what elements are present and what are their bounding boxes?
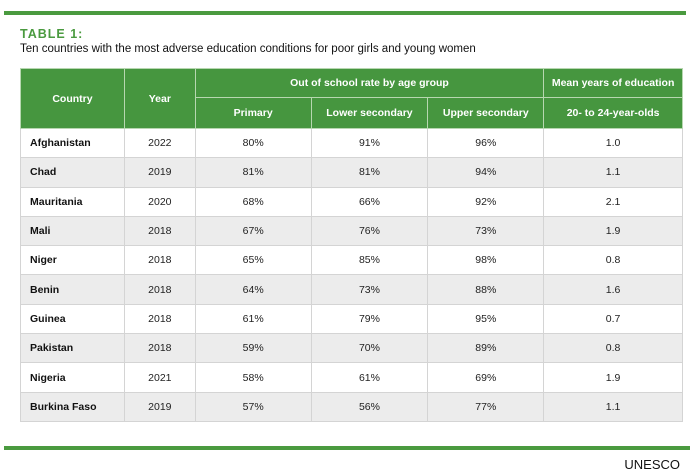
- header-mean-years: Mean years of education: [543, 68, 683, 98]
- cell-country: Mauritania: [20, 186, 125, 217]
- cell-year: 2020: [123, 186, 196, 217]
- cell-country: Chad: [20, 157, 125, 188]
- cell-primary: 81%: [194, 157, 312, 188]
- cell-year: 2018: [123, 274, 196, 305]
- cell-year: 2018: [123, 245, 196, 276]
- cell-lower-secondary: 70%: [310, 333, 429, 364]
- cell-upper-secondary: 77%: [427, 391, 545, 422]
- table-row: Afghanistan 2022 80% 91% 96% 1.0: [20, 127, 683, 159]
- cell-primary: 68%: [194, 186, 312, 217]
- cell-primary: 65%: [194, 245, 312, 276]
- cell-primary: 67%: [194, 215, 312, 247]
- cell-lower-secondary: 73%: [310, 274, 429, 305]
- top-divider: [4, 11, 686, 15]
- cell-lower-secondary: 79%: [310, 303, 429, 335]
- table-row: Guinea 2018 61% 79% 95% 0.7: [20, 303, 683, 335]
- cell-mean-years: 2.1: [543, 186, 683, 217]
- table-row: Niger 2018 65% 85% 98% 0.8: [20, 245, 683, 276]
- header-year: Year: [123, 68, 196, 129]
- table-label: TABLE 1:: [20, 27, 84, 41]
- cell-country: Burkina Faso: [20, 391, 125, 422]
- table-row: Burkina Faso 2019 57% 56% 77% 1.1: [20, 391, 683, 422]
- cell-upper-secondary: 98%: [427, 245, 545, 276]
- cell-upper-secondary: 88%: [427, 274, 545, 305]
- header-upper-secondary: Upper secondary: [427, 97, 545, 129]
- table-row: Chad 2019 81% 81% 94% 1.1: [20, 157, 683, 188]
- cell-primary: 80%: [194, 127, 312, 159]
- cell-mean-years: 1.0: [543, 127, 683, 159]
- cell-primary: 57%: [194, 391, 312, 422]
- cell-upper-secondary: 92%: [427, 186, 545, 217]
- cell-country: Niger: [20, 245, 125, 276]
- cell-mean-years: 1.1: [543, 157, 683, 188]
- cell-year: 2022: [123, 127, 196, 159]
- header-out-of-school: Out of school rate by age group: [194, 68, 545, 98]
- cell-lower-secondary: 76%: [310, 215, 429, 247]
- header-country: Country: [20, 68, 125, 129]
- cell-mean-years: 0.8: [543, 333, 683, 364]
- cell-mean-years: 1.9: [543, 362, 683, 393]
- cell-primary: 58%: [194, 362, 312, 393]
- cell-mean-years: 1.9: [543, 215, 683, 247]
- cell-country: Guinea: [20, 303, 125, 335]
- header-age-range: 20- to 24-year-olds: [543, 97, 683, 129]
- table-row: Mali 2018 67% 76% 73% 1.9: [20, 215, 683, 247]
- cell-year: 2019: [123, 157, 196, 188]
- cell-year: 2021: [123, 362, 196, 393]
- cell-year: 2018: [123, 215, 196, 247]
- cell-lower-secondary: 85%: [310, 245, 429, 276]
- cell-country: Nigeria: [20, 362, 125, 393]
- cell-mean-years: 1.1: [543, 391, 683, 422]
- header-lower-secondary: Lower secondary: [310, 97, 429, 129]
- cell-upper-secondary: 96%: [427, 127, 545, 159]
- bottom-divider: [4, 446, 690, 450]
- cell-upper-secondary: 69%: [427, 362, 545, 393]
- cell-upper-secondary: 73%: [427, 215, 545, 247]
- table-subtitle: Ten countries with the most adverse educ…: [20, 43, 476, 55]
- cell-upper-secondary: 89%: [427, 333, 545, 364]
- cell-upper-secondary: 95%: [427, 303, 545, 335]
- cell-lower-secondary: 56%: [310, 391, 429, 422]
- cell-year: 2018: [123, 303, 196, 335]
- source-credit: UNESCO: [624, 457, 680, 472]
- cell-primary: 61%: [194, 303, 312, 335]
- cell-lower-secondary: 81%: [310, 157, 429, 188]
- cell-primary: 59%: [194, 333, 312, 364]
- cell-mean-years: 0.8: [543, 245, 683, 276]
- cell-lower-secondary: 91%: [310, 127, 429, 159]
- header-primary: Primary: [194, 97, 312, 129]
- cell-lower-secondary: 66%: [310, 186, 429, 217]
- cell-upper-secondary: 94%: [427, 157, 545, 188]
- table-row: Nigeria 2021 58% 61% 69% 1.9: [20, 362, 683, 393]
- cell-country: Afghanistan: [20, 127, 125, 159]
- data-table: Country Year Out of school rate by age g…: [20, 68, 683, 422]
- cell-year: 2018: [123, 333, 196, 364]
- cell-mean-years: 1.6: [543, 274, 683, 305]
- cell-country: Benin: [20, 274, 125, 305]
- table-row: Benin 2018 64% 73% 88% 1.6: [20, 274, 683, 305]
- cell-country: Pakistan: [20, 333, 125, 364]
- table-row: Mauritania 2020 68% 66% 92% 2.1: [20, 186, 683, 217]
- cell-mean-years: 0.7: [543, 303, 683, 335]
- cell-lower-secondary: 61%: [310, 362, 429, 393]
- cell-country: Mali: [20, 215, 125, 247]
- table-row: Pakistan 2018 59% 70% 89% 0.8: [20, 333, 683, 364]
- cell-primary: 64%: [194, 274, 312, 305]
- cell-year: 2019: [123, 391, 196, 422]
